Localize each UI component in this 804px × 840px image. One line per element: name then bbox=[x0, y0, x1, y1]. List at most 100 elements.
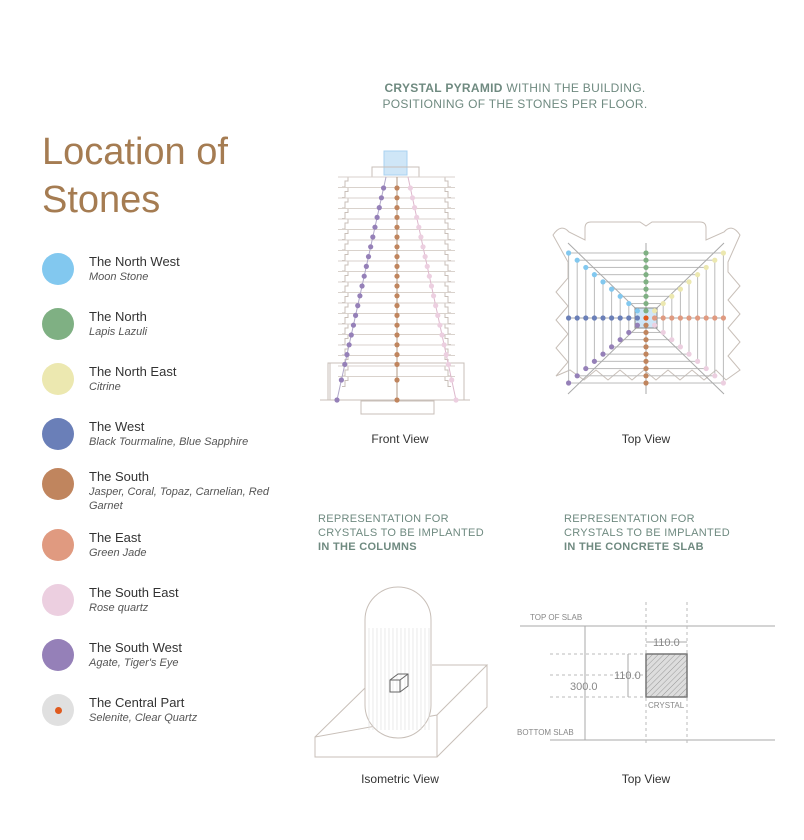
east-stone-dot bbox=[652, 315, 658, 321]
sw-stone-dot bbox=[378, 195, 385, 201]
ne-stone-dot bbox=[695, 272, 701, 278]
legend-item: The Central Part Selenite, Clear Quartz bbox=[42, 694, 302, 734]
sw-stone-dot bbox=[355, 303, 361, 309]
legend-stones: Jasper, Coral, Topaz, Carnelian, Red Gar… bbox=[89, 486, 269, 512]
south-stone-dot bbox=[394, 352, 400, 358]
floor-edge bbox=[444, 260, 455, 272]
south-stone-dot bbox=[643, 351, 649, 357]
legend-name: The North bbox=[89, 309, 147, 324]
north-stone-dot bbox=[643, 272, 649, 278]
south-stone-dot bbox=[643, 337, 649, 343]
south-stone-dot bbox=[643, 373, 649, 379]
south-stone-dot bbox=[394, 254, 400, 260]
sw-stone-dot bbox=[370, 234, 376, 240]
se-stone-dot bbox=[439, 332, 445, 338]
floor-edge bbox=[444, 323, 455, 335]
nw-stone-dot bbox=[591, 272, 598, 278]
south-stone-dot bbox=[394, 342, 400, 348]
legend-name: The Central Part bbox=[89, 695, 185, 710]
se-stone-dot bbox=[416, 224, 422, 230]
top-outline bbox=[552, 221, 741, 381]
rep-line-bold: IN THE COLUMNS bbox=[318, 541, 417, 553]
sw-stone-dot bbox=[372, 224, 378, 230]
south-stone-dot bbox=[643, 380, 649, 386]
north-stone-dot bbox=[643, 286, 649, 292]
south-stone-dot bbox=[394, 377, 400, 383]
north-stone-dot bbox=[643, 250, 649, 256]
sw-stone-dot bbox=[365, 254, 372, 260]
legend-item: The East Green Jade bbox=[42, 529, 302, 569]
ne-stone-dot bbox=[652, 308, 658, 314]
floor-edge bbox=[444, 187, 455, 198]
floor-edge bbox=[338, 292, 349, 303]
legend-stones: Black Tourmaline, Blue Sapphire bbox=[89, 436, 249, 448]
columns-representation-text: REPRESENTATION FOR CRYSTALS TO BE IMPLAN… bbox=[318, 512, 538, 554]
legend-swatch bbox=[42, 694, 74, 726]
sw-stone-dot bbox=[591, 358, 598, 364]
top-of-slab-label: TOP OF SLAB bbox=[530, 613, 582, 622]
rep-line: CRYSTALS TO BE IMPLANTED bbox=[564, 527, 730, 539]
se-stone-dot bbox=[414, 214, 420, 220]
west-stone-dot bbox=[583, 315, 589, 321]
se-stone-dot bbox=[428, 283, 435, 289]
floor-edge bbox=[444, 271, 455, 282]
floor-edge bbox=[444, 239, 455, 251]
thickness-label: 300.0 bbox=[570, 681, 598, 693]
sw-stone-dot bbox=[609, 344, 615, 350]
floor-edge bbox=[338, 176, 349, 188]
legend-item: The North Lapis Lazuli bbox=[42, 308, 302, 348]
floor-edge bbox=[338, 229, 349, 240]
sw-stone-dot bbox=[346, 342, 352, 348]
legend-name: The North East bbox=[89, 364, 177, 379]
west-stone-dot bbox=[591, 315, 598, 321]
se-stone-dot bbox=[420, 244, 426, 250]
slab bbox=[314, 664, 489, 758]
bottom-slab-label: BOTTOM SLAB bbox=[517, 728, 574, 737]
floor-edge bbox=[444, 218, 455, 230]
south-stone-dot bbox=[394, 312, 400, 318]
legend-stones: Agate, Tiger's Eye bbox=[89, 657, 179, 669]
south-stone-dot bbox=[394, 224, 400, 230]
south-stone-dot bbox=[394, 214, 400, 220]
legend-name: The South West bbox=[89, 640, 182, 655]
south-stone-dot bbox=[394, 303, 400, 309]
sw-stone-dot bbox=[574, 373, 580, 379]
crystal-spire bbox=[383, 150, 408, 176]
slab-top-view-caption: Top View bbox=[621, 772, 671, 786]
legend-item: The North East Citrine bbox=[42, 363, 302, 403]
nw-stone-dot bbox=[617, 293, 623, 299]
floor-edge bbox=[444, 292, 455, 303]
se-stone-dot bbox=[453, 397, 459, 403]
se-stone-dot bbox=[660, 329, 666, 336]
central-stone-dot bbox=[643, 315, 649, 321]
sw-stone-dot bbox=[617, 337, 623, 343]
slab-representation-text: REPRESENTATION FOR CRYSTALS TO BE IMPLAN… bbox=[564, 512, 784, 554]
legend-swatch bbox=[42, 363, 74, 395]
sw-stone-dot bbox=[357, 293, 363, 299]
se-stone-dot bbox=[652, 322, 658, 328]
north-stone-dot bbox=[643, 300, 649, 307]
sw-stone-dot bbox=[350, 322, 357, 328]
east-stone-dot bbox=[660, 315, 666, 321]
sw-stone-dot bbox=[368, 244, 374, 250]
nw-stone-dot bbox=[566, 250, 572, 256]
west-stone-dot bbox=[600, 315, 606, 321]
sw-stone-dot bbox=[359, 283, 365, 289]
legend-swatch bbox=[42, 639, 74, 671]
se-stone-dot bbox=[426, 273, 432, 279]
floor-edge bbox=[338, 323, 349, 335]
base bbox=[360, 400, 435, 415]
rep-line: CRYSTALS TO BE IMPLANTED bbox=[318, 527, 484, 539]
header-bold: CRYSTAL PYRAMID bbox=[384, 81, 503, 95]
crystal-label: CRYSTAL bbox=[648, 701, 685, 710]
rep-line: REPRESENTATION FOR bbox=[564, 513, 695, 525]
floor-edge bbox=[444, 302, 455, 314]
legend-stones: Selenite, Clear Quartz bbox=[89, 712, 198, 724]
column-crystal bbox=[389, 673, 409, 693]
legend-swatch bbox=[42, 253, 74, 285]
legend-swatch bbox=[42, 308, 74, 340]
se-stone-dot bbox=[703, 365, 709, 372]
floor-edge bbox=[338, 313, 349, 324]
legend-stones: Citrine bbox=[89, 381, 121, 393]
